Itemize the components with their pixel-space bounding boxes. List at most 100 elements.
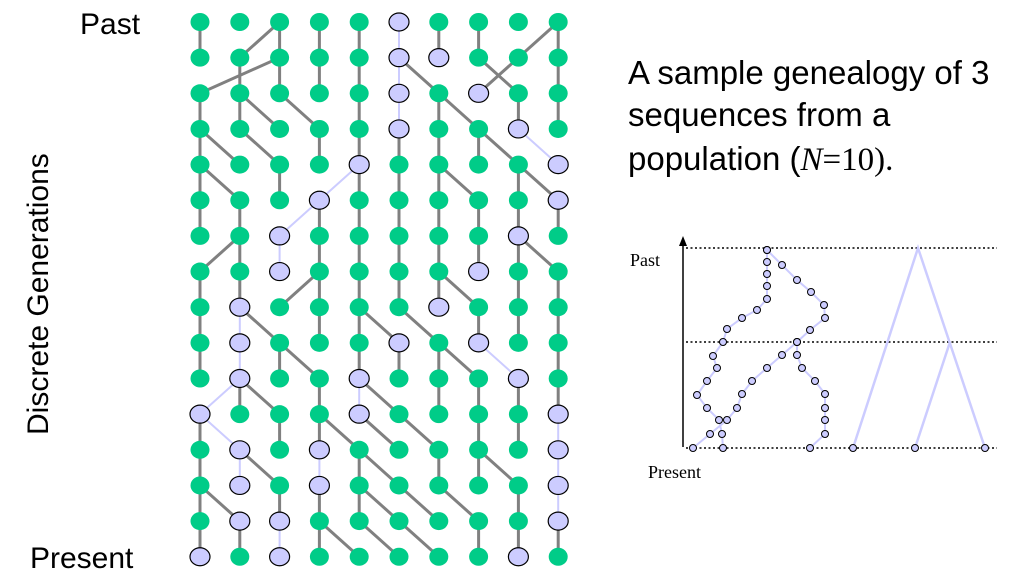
individual-node [508, 476, 528, 495]
lineage-node [547, 440, 569, 460]
tree-tip-3 [981, 444, 989, 452]
inset-lineage-dot [793, 276, 801, 284]
description-line-2: sequences from a [628, 96, 891, 133]
individual-node [349, 512, 369, 531]
individual-node [270, 333, 290, 352]
individual-node [508, 84, 528, 103]
inset-lineage-dot [709, 352, 717, 360]
individual-node [469, 48, 489, 67]
individual-node [309, 226, 329, 245]
individual-node [349, 298, 369, 317]
individual-node [270, 48, 290, 67]
lineage-node [308, 190, 330, 210]
inset-lineage-path [796, 342, 826, 449]
individual-node [469, 512, 489, 531]
inset-lineage-path [692, 249, 827, 449]
individual-node [349, 13, 369, 31]
inset-lineage-dot [738, 314, 746, 322]
individual-node [230, 13, 250, 31]
individual-node [429, 84, 449, 103]
description-line-1: A sample genealogy of 3 [628, 54, 989, 91]
individual-node [548, 84, 568, 103]
lineage-node [547, 155, 569, 175]
individual-node [429, 405, 449, 424]
individual-node [389, 155, 409, 174]
individual-node [190, 84, 210, 103]
inset-lineage-dot [713, 364, 721, 372]
lineage-node [468, 83, 490, 103]
individual-node [389, 191, 409, 210]
individual-node [190, 369, 210, 388]
inset-lineage-dot [763, 295, 771, 303]
lineage-node [229, 440, 251, 460]
individual-node [309, 155, 329, 174]
individual-node [349, 84, 369, 103]
individual-node [349, 333, 369, 352]
individual-node [429, 476, 449, 495]
individual-node [190, 191, 210, 210]
individual-node [190, 440, 210, 459]
individual-node [389, 226, 409, 245]
population-size-variable: N [799, 142, 824, 178]
individual-node [309, 369, 329, 388]
tree-tip-2 [911, 444, 919, 452]
individual-node [469, 405, 489, 424]
inset-past-label: Past [630, 250, 660, 270]
individual-node [548, 48, 568, 67]
individual-node [469, 298, 489, 317]
individual-node [230, 226, 250, 245]
individual-node [309, 512, 329, 531]
individual-node [309, 405, 329, 424]
lineage-node [388, 119, 410, 139]
inset-lineage-dot [798, 364, 806, 372]
lineage-node [229, 297, 251, 317]
inset-lineage-dot [706, 430, 714, 438]
individual-node [469, 547, 489, 566]
individual-node [469, 155, 489, 174]
inset-lineage-dot [821, 404, 829, 412]
inset-lineage-dot [738, 390, 746, 398]
individual-node [508, 298, 528, 317]
inset-lineage-dot [806, 326, 814, 334]
individual-node [508, 512, 528, 531]
description-line-3: population (N=10). [628, 140, 893, 178]
inset-lineage-dot [763, 282, 771, 290]
individual-node [389, 298, 409, 317]
inset-lineage-dot [763, 364, 771, 372]
inset-lineage-dot [793, 351, 801, 359]
description-line-3-suffix: =10). [822, 142, 893, 178]
individual-node [469, 119, 489, 138]
lineage-node [468, 333, 490, 353]
individual-node [270, 369, 290, 388]
individual-node [548, 333, 568, 352]
lineage-node [547, 190, 569, 210]
individual-node [349, 547, 369, 566]
individual-node [190, 333, 210, 352]
individual-node [429, 226, 449, 245]
tree-outer-branches [851, 244, 987, 449]
individual-node [349, 262, 369, 281]
individual-node [548, 298, 568, 317]
lineage-node [547, 475, 569, 496]
individual-node [309, 333, 329, 352]
individual-node [190, 119, 210, 138]
individual-node [469, 476, 489, 495]
individual-node [429, 191, 449, 210]
past-label: Past [80, 8, 141, 41]
individual-node [469, 191, 489, 210]
inset-lineage-dot [689, 444, 697, 452]
individual-node [190, 476, 210, 495]
inset-lineage-dot [778, 351, 786, 359]
individual-node [508, 13, 528, 31]
individual-node [429, 119, 449, 138]
individual-node [309, 262, 329, 281]
lineage-node [348, 155, 370, 175]
lineage-node [507, 119, 530, 139]
individual-node [230, 48, 250, 67]
individual-node [349, 48, 369, 67]
grid-nodes [189, 12, 569, 567]
individual-node [230, 155, 250, 174]
inset-lineage-dot [703, 377, 711, 385]
inset-lineage-dot [763, 246, 771, 254]
lineage-node [388, 83, 410, 103]
